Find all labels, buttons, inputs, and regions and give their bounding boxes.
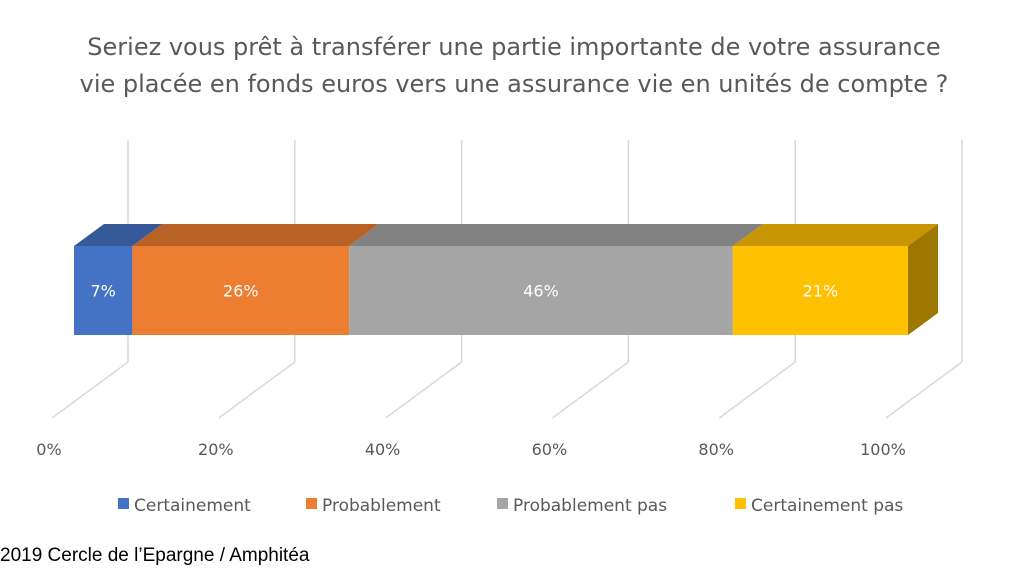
tick-label-0: 0% xyxy=(36,440,61,459)
data-label-1: 26% xyxy=(223,282,259,301)
legend: Certainement Probablement Probablement pas… xyxy=(118,496,903,516)
stacked-bar: 7% 26% 46% 21% xyxy=(74,224,938,335)
data-label-3: 21% xyxy=(803,282,839,301)
bar-top-0 xyxy=(74,224,163,246)
legend-label-0: Certainement xyxy=(134,496,251,516)
bar-front-3 xyxy=(732,246,908,335)
tick-label-1: 20% xyxy=(198,440,234,459)
legend-swatch-3 xyxy=(735,498,746,509)
bar-segment-1: 26% xyxy=(132,224,380,335)
floor-gridline-5 xyxy=(885,361,963,419)
chart-title-line-2: vie placée en fonds euros vers une assur… xyxy=(80,70,949,98)
legend-label-2: Probablement pas xyxy=(513,496,667,516)
tick-label-3: 60% xyxy=(532,440,568,459)
bar-front-2 xyxy=(349,246,733,335)
floor-gridline-3 xyxy=(551,361,629,419)
tick-label-4: 80% xyxy=(698,440,734,459)
bar-segment-3: 21% xyxy=(732,224,938,335)
chart-title-line-1: Seriez vous prêt à transférer une partie… xyxy=(87,33,940,61)
bar-segment-0: 7% xyxy=(74,224,163,335)
legend-swatch-0 xyxy=(118,498,129,509)
bar-top-1 xyxy=(132,224,380,246)
source-caption: 2019 Cercle de l’Epargne / Amphitéa xyxy=(0,545,310,566)
legend-item-1: Probablement xyxy=(306,496,441,516)
bar-side-3 xyxy=(908,224,938,335)
floor-gridline-2 xyxy=(385,361,463,419)
bar-segment-2: 46% xyxy=(349,224,763,335)
bar-front-0 xyxy=(74,246,133,335)
legend-item-3: Certainement pas xyxy=(735,496,903,516)
bar-front-1 xyxy=(132,246,350,335)
legend-item-0: Certainement xyxy=(118,496,251,516)
x-axis-ticks: 0% 20% 40% 60% 80% 100% xyxy=(36,440,906,459)
tick-label-5: 100% xyxy=(860,440,906,459)
floor-gridline-4 xyxy=(718,361,796,419)
bar-top-2 xyxy=(349,224,763,246)
legend-label-1: Probablement xyxy=(322,496,441,516)
bar-top-3 xyxy=(732,224,938,246)
data-label-0: 7% xyxy=(90,282,115,301)
legend-item-2: Probablement pas xyxy=(497,496,667,516)
legend-label-3: Certainement pas xyxy=(751,496,903,516)
floor-gridline-1 xyxy=(218,361,296,419)
floor-gridline-0 xyxy=(51,361,129,419)
legend-swatch-1 xyxy=(306,498,317,509)
data-label-2: 46% xyxy=(523,282,559,301)
tick-label-2: 40% xyxy=(365,440,401,459)
legend-swatch-2 xyxy=(497,498,508,509)
chart-title: Seriez vous prêt à transférer une partie… xyxy=(80,33,949,98)
